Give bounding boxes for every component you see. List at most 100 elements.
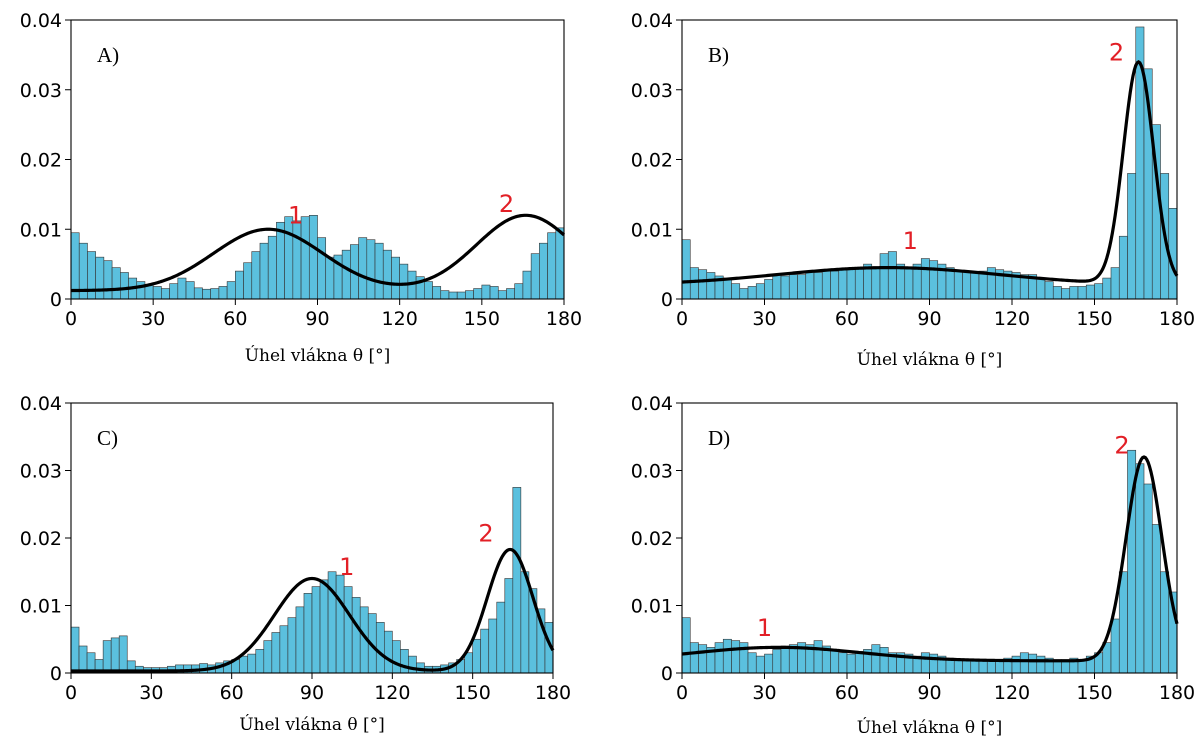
panel-a: 0 30 60 90 120 150 180 0 0.01 0.02 0.03 0.04 Úhel vl…: [20, 10, 582, 366]
panel-label: A): [97, 43, 119, 67]
fit-curve: [71, 547, 555, 673]
histogram-bar: [325, 256, 335, 300]
histogram-bar: [689, 267, 699, 300]
histogram-bar: [871, 644, 881, 674]
histogram-bar: [739, 288, 749, 300]
histogram-bar: [259, 242, 269, 300]
histogram-bar: [1160, 571, 1170, 674]
histogram-bar: [813, 272, 823, 300]
histogram-bar: [136, 281, 146, 300]
histogram-bar: [161, 288, 170, 300]
histogram-bar: [392, 640, 401, 674]
x-tick-label: 0: [65, 308, 77, 330]
histogram-bar: [341, 249, 351, 300]
histogram-bar: [772, 274, 782, 300]
histogram-bar: [722, 279, 732, 300]
histogram-bar: [689, 642, 699, 674]
y-tick-label: 0.04: [20, 10, 62, 32]
histogram-bar: [311, 586, 321, 674]
y-tick-label: 0.01: [20, 219, 62, 241]
y-tick-label: 0.04: [631, 393, 673, 415]
x-tick-label: 180: [1159, 682, 1195, 704]
y-tick-label: 0: [661, 289, 673, 311]
histogram-bar: [202, 288, 211, 300]
y-tick-label: 0.03: [631, 461, 673, 483]
y-tick-label: 0: [50, 663, 62, 685]
histogram-bar: [110, 637, 120, 674]
x-tick-label: 180: [546, 308, 582, 330]
histogram-bar: [838, 269, 848, 300]
histogram-bar: [970, 660, 980, 674]
y-tick-label: 0.03: [631, 80, 673, 102]
x-tick-label: 180: [1159, 308, 1195, 330]
histogram-bar: [846, 269, 856, 300]
histogram-bar: [235, 270, 244, 300]
x-tick-label: 30: [752, 682, 776, 704]
panel-c: 0 30 60 90 120 150 180 0 0.01 0.02 0.03 0.04 Úhel vl…: [20, 393, 571, 735]
y-tick-label: 0.02: [20, 150, 62, 172]
histogram-bar: [292, 220, 302, 300]
histogram-bar: [1135, 463, 1145, 674]
histogram-bar: [70, 626, 80, 674]
histogram-bar: [846, 653, 856, 674]
panel-d: 0 30 60 90 120 150 180 0 0.01 0.02 0.03 0.04 Úhel vl…: [631, 393, 1195, 738]
histogram-bar: [382, 249, 392, 300]
peak-label: 2: [478, 519, 493, 547]
x-tick-label: 150: [455, 682, 491, 704]
x-tick-label: 150: [1076, 308, 1112, 330]
histogram-bar: [1102, 277, 1112, 300]
histogram-bar: [144, 284, 154, 300]
x-tick-label: 90: [300, 682, 324, 704]
histogram-bar: [1118, 235, 1128, 300]
x-tick-label: 90: [305, 308, 329, 330]
histogram-bar: [152, 286, 162, 300]
histogram-bar: [287, 617, 297, 674]
y-tick-label: 0: [661, 663, 673, 685]
histogram-bar: [276, 221, 285, 300]
x-tick-label: 120: [374, 682, 410, 704]
histogram-bar: [375, 622, 385, 674]
peak-label: 1: [757, 614, 772, 642]
histogram-bar: [755, 655, 765, 674]
histogram-bar: [255, 649, 265, 674]
histogram-bar: [432, 286, 442, 300]
histogram-bar: [497, 290, 507, 300]
histogram-bar: [747, 286, 757, 300]
histogram-bar: [520, 571, 530, 674]
x-tick-label: 60: [835, 682, 859, 704]
histogram-bar: [1085, 284, 1095, 300]
x-tick-label: 120: [994, 308, 1030, 330]
histogram-bar: [317, 237, 327, 300]
panel-label: C): [97, 426, 118, 450]
x-tick-label: 0: [676, 308, 688, 330]
histogram-bar: [522, 270, 532, 300]
histogram-bar: [218, 286, 228, 300]
histogram-bar: [788, 274, 798, 300]
histogram-bar: [1044, 281, 1054, 300]
peak-label: 2: [1109, 38, 1124, 66]
x-tick-label: 30: [141, 308, 165, 330]
histogram-bar: [1110, 618, 1120, 674]
x-axis-label: Úhel vlákna θ [°]: [239, 714, 385, 735]
histogram-bar: [698, 269, 708, 300]
histogram-bar: [481, 284, 491, 300]
x-tick-label: 30: [752, 308, 776, 330]
histogram-bar: [391, 256, 400, 300]
histogram-bar: [755, 283, 765, 300]
histogram-bar: [267, 235, 277, 300]
x-tick-label: 120: [994, 682, 1030, 704]
peak-label: 2: [499, 190, 514, 218]
peak-label: 1: [903, 227, 918, 255]
panel-b: 0 30 60 90 120 150 180 0 0.01 0.02 0.03 0.04 Úhel vl…: [631, 10, 1195, 370]
histogram-bar: [830, 270, 840, 300]
y-tick-label: 0.02: [631, 528, 673, 550]
histogram-bar: [440, 290, 450, 300]
histogram-bar: [1118, 571, 1128, 674]
histogram-bar: [681, 617, 691, 674]
histogram-bar: [871, 267, 881, 300]
histogram-bar: [102, 640, 112, 674]
histogram-bar: [103, 260, 113, 300]
panel-label: B): [708, 43, 729, 67]
histogram-bar: [813, 640, 823, 674]
peak-label: 2: [1114, 432, 1129, 460]
